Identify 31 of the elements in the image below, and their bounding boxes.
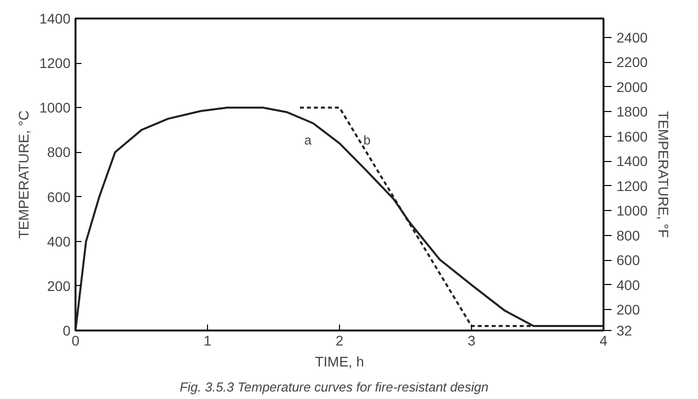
x-tick-label: 1 xyxy=(204,332,212,348)
y2-tick-label: 1800 xyxy=(616,104,648,120)
y-axis-title: TEMPERATURE, °C xyxy=(15,110,32,239)
y-tick-label: 0 xyxy=(62,322,71,338)
x-tick-label: 2 xyxy=(336,332,344,348)
y2-tick-label: 400 xyxy=(616,276,640,293)
y2-tick-label: 2000 xyxy=(616,78,648,95)
y2-tick-label: 32 xyxy=(616,322,632,338)
y2-tick-label: 2200 xyxy=(616,54,648,70)
y2-tick-label: 1400 xyxy=(616,153,648,170)
y-tick-label: 1200 xyxy=(39,55,71,72)
y-tick-label: 1000 xyxy=(39,100,71,116)
caption: Fig. 3.5.3 Temperature curves for fire-resistant design xyxy=(180,380,488,394)
y-tick-label: 800 xyxy=(47,144,71,160)
y-tick-label: 1400 xyxy=(39,10,71,26)
series-label: a xyxy=(304,132,312,148)
y2-tick-label: 1600 xyxy=(616,128,648,144)
x-axis-title: TIME, h xyxy=(314,354,364,370)
y2-tick-label: 800 xyxy=(616,227,640,244)
y-tick-label: 400 xyxy=(47,233,71,250)
y2-tick-label: 600 xyxy=(616,252,640,268)
x-tick-label: 4 xyxy=(600,332,608,348)
y2-axis-title: TEMPERATURE, °F xyxy=(656,111,672,238)
series-label: b xyxy=(363,132,371,148)
y-tick-label: 600 xyxy=(47,188,71,205)
y2-tick-label: 2400 xyxy=(616,29,648,46)
y2-tick-label: 1200 xyxy=(616,178,648,194)
y2-tick-label: 200 xyxy=(616,302,640,318)
y2-tick-label: 1000 xyxy=(616,202,648,219)
x-tick-label: 3 xyxy=(468,332,476,348)
y-tick-label: 200 xyxy=(47,278,71,294)
